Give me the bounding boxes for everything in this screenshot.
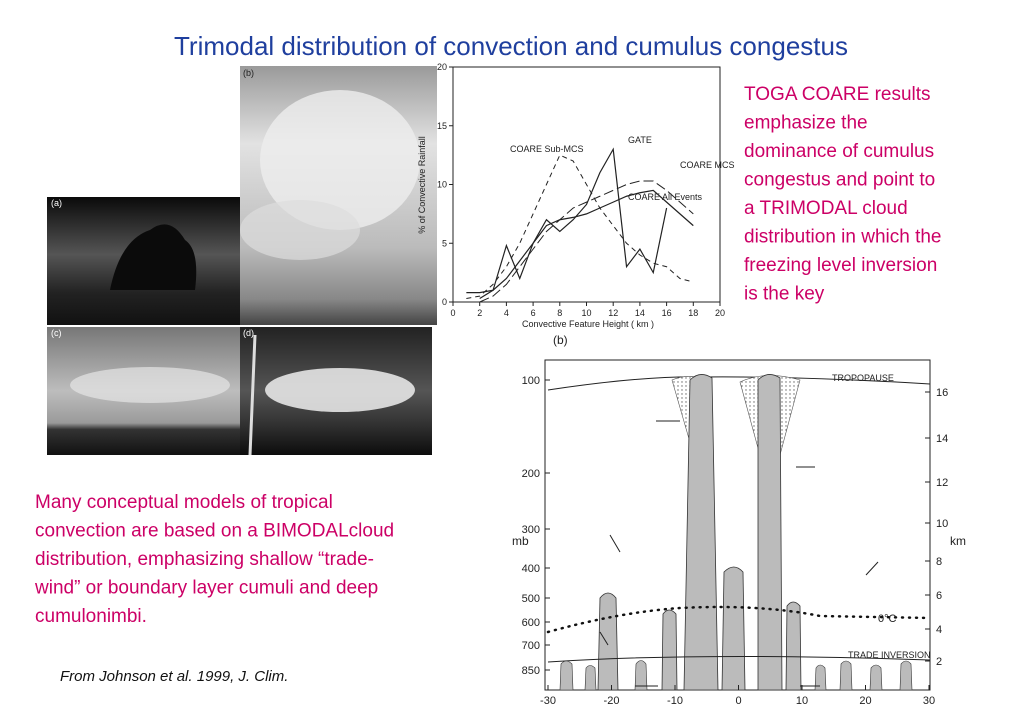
photo-label: (c) <box>51 328 62 338</box>
cloud <box>70 367 230 403</box>
text-line: a TRIMODAL cloud <box>744 198 908 219</box>
arrows <box>599 420 879 687</box>
photo-label: (b) <box>243 68 254 78</box>
series-label: COARE Sub-MCS <box>510 144 584 154</box>
x-tick-label: 0 <box>450 308 455 318</box>
slide-title: Trimodal distribution of convection and … <box>174 31 848 61</box>
x-tick-label: 10 <box>581 308 591 318</box>
cloud <box>110 224 197 290</box>
x-tick-label: 0 <box>735 695 741 707</box>
y-tick-label: 20 <box>437 62 447 72</box>
pressure-tick-label: 100 <box>522 375 540 387</box>
mast <box>248 334 257 456</box>
x-tick-label: 16 <box>662 308 672 318</box>
y-tick-label: 10 <box>437 180 447 190</box>
text-blocks: TOGA COARE results emphasize the dominance… <box>34 84 942 627</box>
diagram-label: (b) <box>553 333 568 347</box>
cloud <box>260 90 420 230</box>
line-chart: Convective Feature Height ( km ) % of Co… <box>417 62 735 329</box>
text-line: dominance of cumulus <box>744 141 934 162</box>
series-line <box>479 189 694 299</box>
tower <box>757 374 783 691</box>
y-tick-label: 15 <box>437 121 447 131</box>
text-line: cumulonimbi. <box>35 606 147 627</box>
pressure-tick-label: 500 <box>522 593 540 605</box>
series-label: COARE MCS <box>680 160 735 170</box>
series-label: GATE <box>628 135 652 145</box>
text-line: is the key <box>744 284 825 305</box>
y-axis-label: % of Convective Rainfall <box>417 136 427 234</box>
height-tick-label: 16 <box>936 387 948 399</box>
citation: From Johnson et al. 1999, J. Clim. <box>60 668 288 685</box>
series-line <box>479 180 694 303</box>
pressure-tick-label: 200 <box>522 468 540 480</box>
height-tick-label: 14 <box>936 433 948 445</box>
photos: (a) (b) (c) (d) <box>47 66 437 456</box>
text-line: distribution, emphasizing shallow “trade… <box>35 549 374 570</box>
pressure-tick-label: 850 <box>522 665 540 677</box>
x-tick-label: 14 <box>635 308 645 318</box>
pressure-tick-label: 600 <box>522 617 540 629</box>
inversion-label: TRADE INVERSION <box>848 650 931 660</box>
y-tick-label: 5 <box>442 238 447 248</box>
x-tick-label: 30 <box>923 695 935 707</box>
pressure-tick-label: 400 <box>522 563 540 575</box>
x-tick-label: -10 <box>667 695 683 707</box>
tropopause-label: TROPOPAUSE <box>832 373 894 383</box>
pressure-label: mb <box>512 534 529 548</box>
text-line: convection are based on a BIMODALcloud <box>35 521 394 542</box>
x-tick-label: 18 <box>688 308 698 318</box>
text-line: TOGA COARE results <box>744 84 931 105</box>
shallow-cumuli <box>559 660 913 691</box>
text-line: wind” or boundary layer cumuli and deep <box>34 578 378 599</box>
x-tick-label: 4 <box>504 308 509 318</box>
text-line: congestus and point to <box>744 170 935 191</box>
x-tick-label: -30 <box>540 695 556 707</box>
height-tick-label: 2 <box>936 656 942 668</box>
pressure-tick-label: 300 <box>522 524 540 536</box>
congestus <box>721 566 746 691</box>
height-tick-label: 12 <box>936 477 948 489</box>
text-line: freezing level inversion <box>744 255 937 276</box>
cloud-diagram: (b) mb km TROPOPAUSE 0°C TRADE INVERSION… <box>512 333 966 707</box>
congestus <box>661 609 678 691</box>
x-tick-label: 10 <box>796 695 808 707</box>
text-line: emphasize the <box>744 113 868 134</box>
cloud <box>240 200 360 260</box>
x-tick-label: 8 <box>557 308 562 318</box>
inversion-line <box>547 655 931 663</box>
x-tick-label: 2 <box>477 308 482 318</box>
tower <box>683 374 719 691</box>
x-tick-label: 20 <box>715 308 725 318</box>
text-line: distribution in which the <box>744 227 942 248</box>
congestus <box>597 592 619 691</box>
series-label: COARE All Events <box>628 192 703 202</box>
cloud <box>265 368 415 412</box>
freezing-line <box>546 605 932 634</box>
x-axis-label: Convective Feature Height ( km ) <box>522 319 654 329</box>
x-tick-label: 12 <box>608 308 618 318</box>
height-tick-label: 4 <box>936 624 942 636</box>
x-tick-label: 6 <box>531 308 536 318</box>
height-tick-label: 8 <box>936 556 942 568</box>
pressure-tick-label: 700 <box>522 640 540 652</box>
freezing-label: 0°C <box>878 613 897 625</box>
x-tick-label: 20 <box>859 695 871 707</box>
series-line <box>466 147 668 294</box>
photo-label: (d) <box>243 328 254 338</box>
series-line <box>466 154 694 299</box>
height-tick-label: 6 <box>936 590 942 602</box>
height-label: km <box>950 534 966 548</box>
height-tick-label: 10 <box>936 518 948 530</box>
photo-label: (a) <box>51 198 62 208</box>
text-line: Many conceptual models of tropical <box>35 492 333 513</box>
x-tick-label: -20 <box>604 695 620 707</box>
congestus <box>785 601 802 691</box>
y-tick-label: 0 <box>442 297 447 307</box>
